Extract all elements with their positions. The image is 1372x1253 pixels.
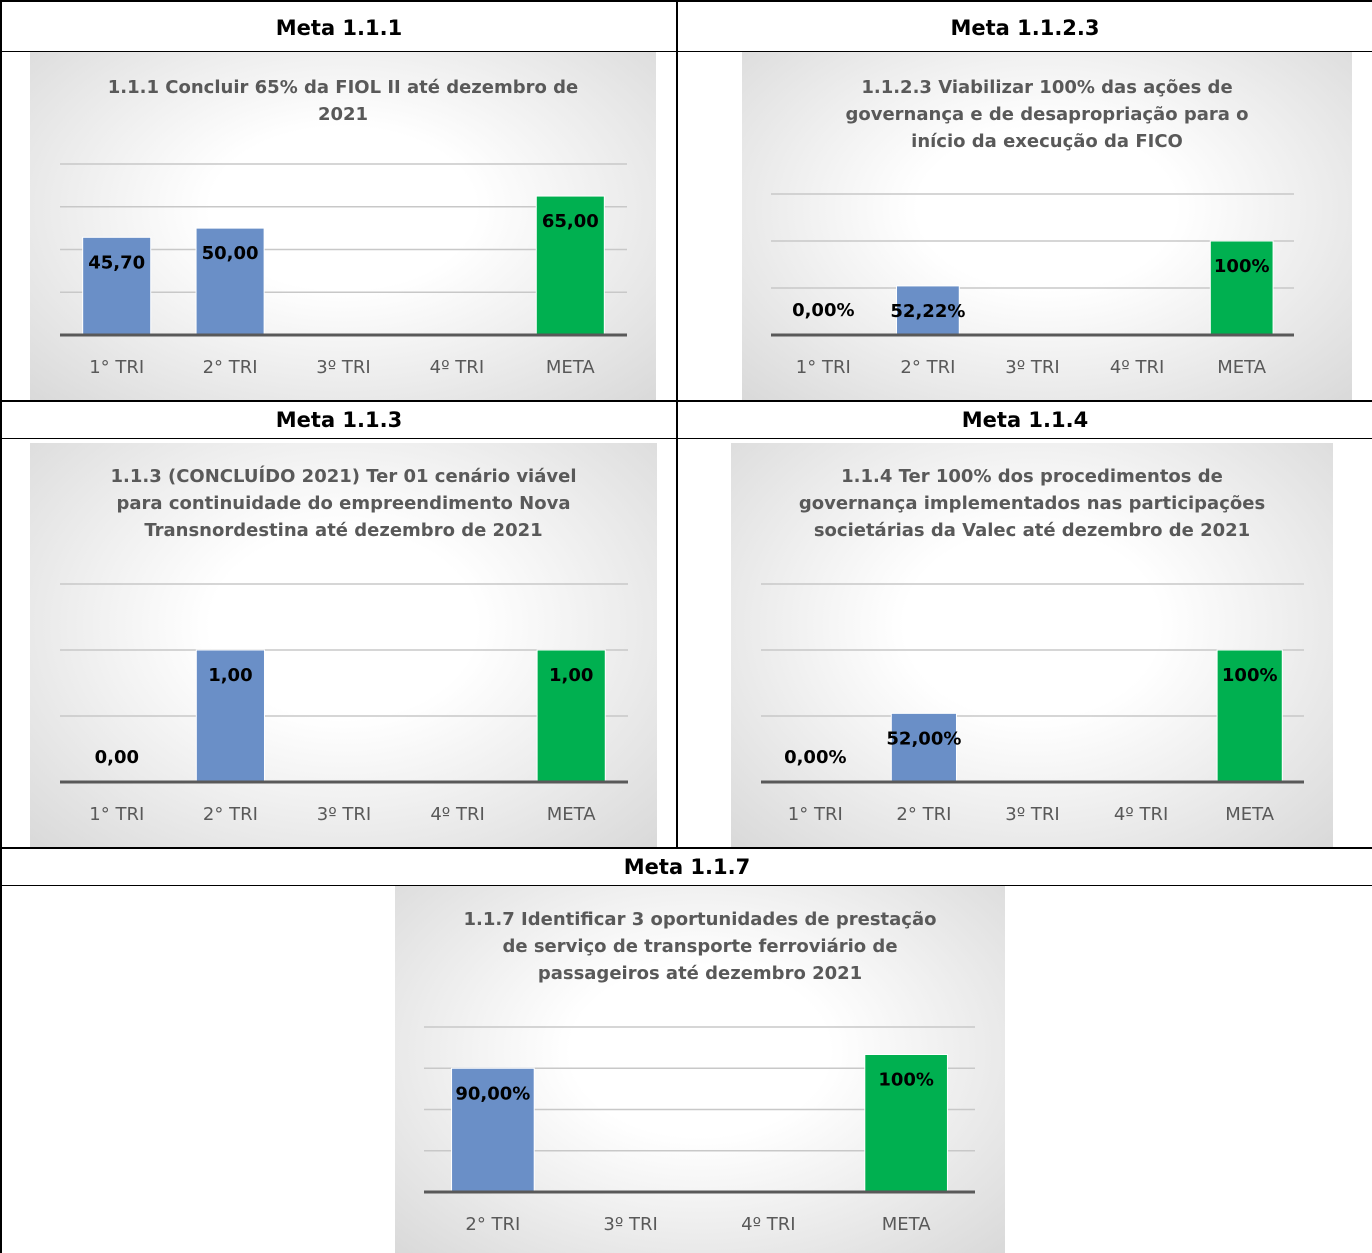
x-tick-label: META	[1217, 357, 1267, 378]
x-tick-label: 3º TRI	[603, 1214, 657, 1235]
x-tick-label: 1° TRI	[89, 357, 144, 378]
data-label: 0,00%	[792, 300, 854, 321]
chart-title: 1.1.4 Ter 100% dos procedimentos de gove…	[798, 466, 1266, 541]
section-header: Meta 1.1.3	[275, 408, 403, 432]
chart-title: 1.1.1 Concluir 65% da FIOL II até dezemb…	[107, 77, 579, 125]
chart-title: 1.1.7 Identificar 3 oportunidades de pre…	[463, 909, 937, 984]
x-tick-label: 2° TRI	[203, 357, 258, 378]
section-header: Meta 1.1.2.3	[950, 16, 1100, 40]
x-tick-label: 1° TRI	[788, 804, 843, 825]
data-label: 65,00	[542, 211, 599, 232]
table-border	[0, 0, 2, 1253]
x-tick-label: 4º TRI	[430, 357, 484, 378]
x-tick-label: 3º TRI	[316, 357, 370, 378]
bar	[896, 285, 960, 336]
bar	[1216, 649, 1283, 783]
data-label: 50,00	[202, 243, 259, 264]
section-header: Meta 1.1.1	[275, 16, 403, 40]
bar	[536, 649, 606, 783]
data-label: 1,00	[208, 665, 252, 686]
x-tick-label: META	[547, 804, 597, 825]
data-label: 0,00	[95, 747, 139, 768]
data-label: 1,00	[549, 665, 593, 686]
data-label: 45,70	[88, 252, 145, 273]
data-label: 52,22%	[890, 301, 965, 322]
x-tick-label: 1° TRI	[796, 357, 851, 378]
table-border	[0, 0, 1372, 2]
x-tick-label: 2° TRI	[465, 1214, 520, 1235]
x-tick-label: 2° TRI	[896, 804, 951, 825]
section-header: Meta 1.1.4	[961, 408, 1089, 432]
chart-title: 1.1.3 (CONCLUÍDO 2021) Ter 01 cenário vi…	[110, 466, 577, 541]
table-border	[0, 400, 1372, 402]
table-border	[0, 847, 1372, 849]
x-tick-label: META	[1225, 804, 1275, 825]
x-tick-label: 1° TRI	[89, 804, 144, 825]
section-header: Meta 1.1.7	[623, 855, 751, 879]
table-border	[676, 0, 678, 848]
chart-area	[742, 52, 1352, 400]
x-tick-label: 4º TRI	[1110, 357, 1164, 378]
data-label: 0,00%	[784, 747, 846, 768]
x-tick-label: META	[882, 1214, 932, 1235]
x-tick-label: META	[546, 357, 596, 378]
x-tick-label: 4º TRI	[430, 804, 484, 825]
data-label: 90,00%	[455, 1083, 530, 1104]
x-tick-label: 4º TRI	[741, 1214, 795, 1235]
x-tick-label: 3º TRI	[1005, 357, 1059, 378]
data-label: 100%	[1222, 665, 1278, 686]
data-label: 100%	[1214, 256, 1270, 277]
x-tick-label: 2° TRI	[203, 804, 258, 825]
bar	[82, 236, 152, 336]
bar	[451, 1067, 535, 1193]
x-tick-label: 3º TRI	[1005, 804, 1059, 825]
table-border	[0, 51, 1372, 52]
data-label: 100%	[878, 1070, 934, 1091]
bar	[195, 227, 265, 336]
table-border	[0, 885, 1372, 886]
x-tick-label: 4º TRI	[1114, 804, 1168, 825]
bar	[535, 195, 605, 336]
chart-title: 1.1.2.3 Viabilizar 100% das ações de gov…	[845, 77, 1249, 152]
table-border	[0, 438, 1372, 439]
x-tick-label: 3º TRI	[317, 804, 371, 825]
x-tick-label: 2° TRI	[900, 357, 955, 378]
bar	[1209, 240, 1274, 336]
data-label: 52,00%	[886, 728, 961, 749]
